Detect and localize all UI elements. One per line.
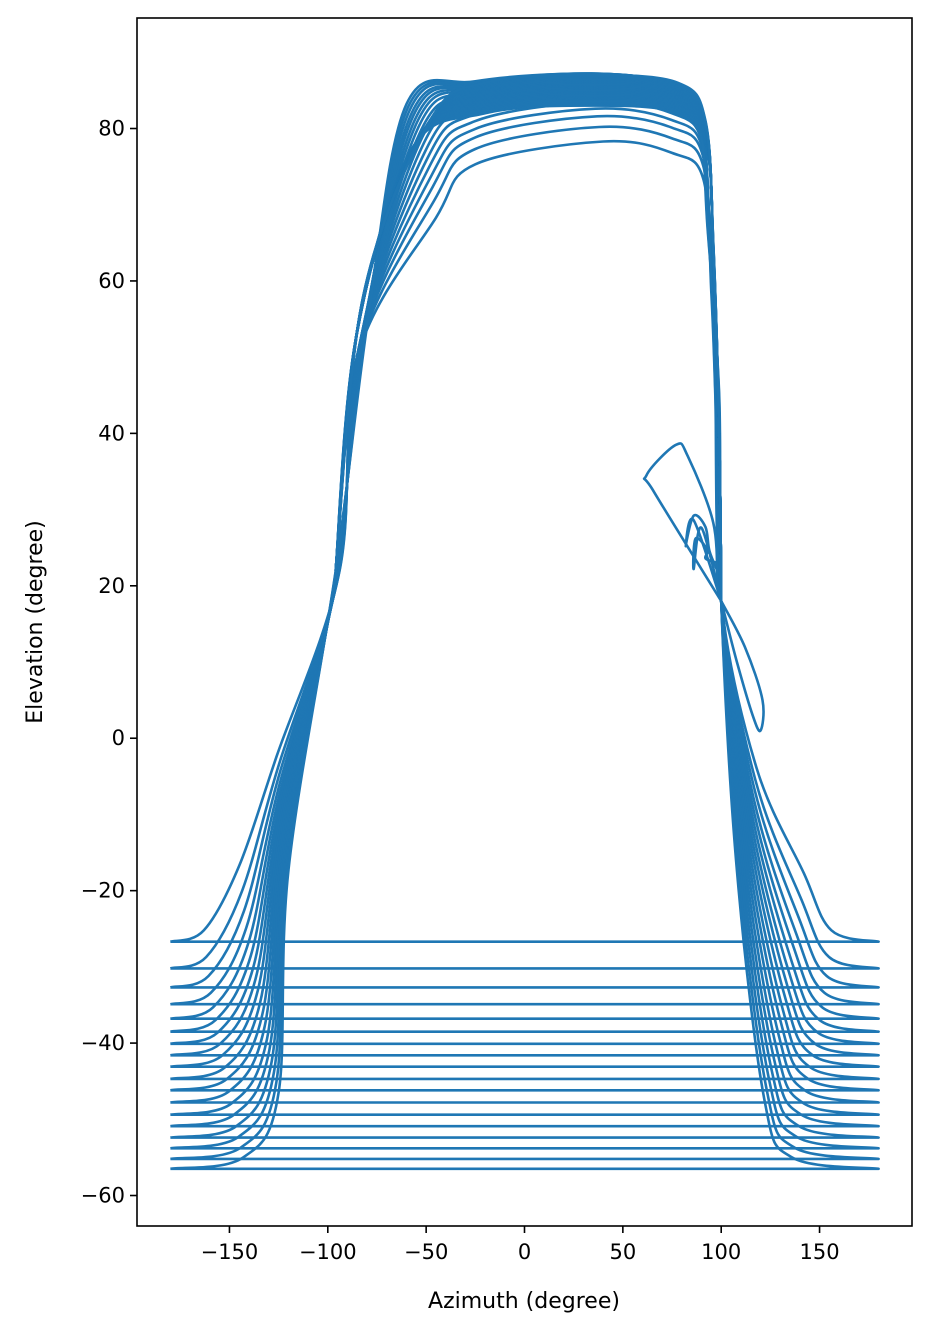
y-axis-ticks: −60 −40 −20 0 20 40 60 80 bbox=[81, 117, 137, 1208]
y-tick-label: 80 bbox=[98, 117, 125, 141]
x-tick-label: 0 bbox=[518, 1240, 531, 1264]
x-tick-label: 50 bbox=[609, 1240, 636, 1264]
x-tick-label: 100 bbox=[701, 1240, 741, 1264]
y-tick-label: 0 bbox=[112, 726, 125, 750]
trajectory-line bbox=[170, 114, 880, 989]
x-tick-label: −100 bbox=[299, 1240, 357, 1264]
trajectory-line bbox=[170, 107, 880, 1006]
loop-line bbox=[642, 442, 723, 602]
x-axis-label: Azimuth (degree) bbox=[428, 1289, 620, 1314]
loop-line bbox=[719, 600, 765, 733]
y-tick-label: −20 bbox=[81, 879, 125, 903]
trajectory-line bbox=[170, 125, 880, 970]
x-tick-label: −50 bbox=[404, 1240, 448, 1264]
y-tick-label: 60 bbox=[98, 269, 125, 293]
x-tick-label: 150 bbox=[800, 1240, 840, 1264]
x-tick-label: −150 bbox=[201, 1240, 259, 1264]
series-layer bbox=[169, 72, 880, 1171]
y-tick-label: 40 bbox=[98, 421, 125, 445]
y-axis-label: Elevation (degree) bbox=[23, 520, 48, 723]
trajectory-line bbox=[334, 73, 723, 602]
y-tick-label: −40 bbox=[81, 1031, 125, 1055]
loop-line bbox=[691, 526, 723, 602]
y-tick-label: −60 bbox=[81, 1184, 125, 1208]
y-tick-label: 20 bbox=[98, 574, 125, 598]
x-axis-ticks: −150 −100 −50 0 50 100 150 bbox=[201, 1226, 840, 1264]
trajectory-line bbox=[169, 139, 880, 943]
